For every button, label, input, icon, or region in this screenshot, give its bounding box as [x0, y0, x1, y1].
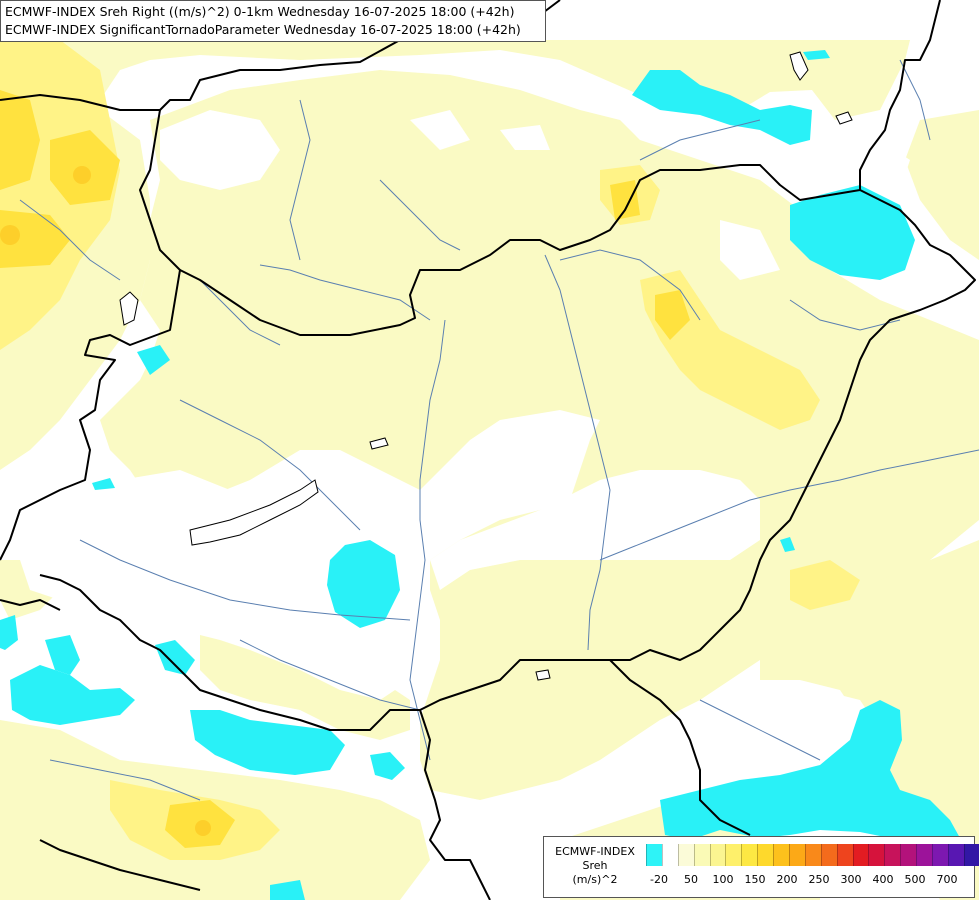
legend-swatch — [677, 844, 694, 866]
legend-tick-label: 50 — [684, 873, 698, 886]
legend-tick-label: 100 — [712, 873, 734, 886]
legend-swatch — [916, 844, 933, 866]
legend-tick-label: 300 — [840, 873, 862, 886]
sreh-cyan-fields — [0, 50, 960, 900]
legend-tick-label: 150 — [744, 873, 766, 886]
legend-swatch — [884, 844, 901, 866]
legend-swatch — [646, 844, 662, 866]
legend-swatch — [900, 844, 917, 866]
legend-swatch — [820, 844, 837, 866]
sreh-orange-cores — [0, 166, 211, 836]
legend-swatch — [836, 844, 853, 866]
legend-swatch — [725, 844, 742, 866]
legend-tick-labels: -20 50 100 150 200 250 300 400 500 700 — [646, 873, 966, 889]
legend-title: ECMWF-INDEX Sreh (m/s)^2 — [548, 845, 642, 887]
legend-swatch — [661, 844, 678, 866]
legend-swatch — [789, 844, 805, 866]
legend-title-source: ECMWF-INDEX — [555, 845, 635, 858]
color-legend: ECMWF-INDEX Sreh (m/s)^2 -20 50 100 150 200 2… — [543, 836, 979, 898]
title-line-stp: ECMWF-INDEX SignificantTornadoParameter … — [5, 22, 521, 37]
legend-tick-label: 400 — [872, 873, 894, 886]
legend-tick-label: -20 — [650, 873, 668, 886]
lakes — [119, 51, 853, 681]
sreh-white-gaps — [20, 110, 910, 750]
title-line-sreh: ECMWF-INDEX Sreh Right ((m/s)^2) 0-1km W… — [5, 4, 515, 19]
legend-swatch — [741, 844, 758, 866]
legend-title-unit: (m/s)^2 — [572, 873, 618, 886]
legend-swatch — [852, 844, 869, 866]
legend-color-scale — [646, 844, 979, 866]
legend-swatch — [947, 844, 964, 866]
map-title-box: ECMWF-INDEX Sreh Right ((m/s)^2) 0-1km W… — [0, 0, 546, 42]
legend-tick-label: 500 — [904, 873, 926, 886]
legend-tick-label: 250 — [808, 873, 830, 886]
legend-title-variable: Sreh — [582, 859, 608, 872]
legend-swatch — [804, 844, 821, 866]
legend-swatch — [693, 844, 710, 866]
legend-swatch — [709, 844, 726, 866]
legend-swatch — [773, 844, 790, 866]
legend-swatch — [963, 844, 979, 866]
legend-swatch — [932, 844, 948, 866]
legend-swatch — [868, 844, 885, 866]
legend-swatch — [757, 844, 774, 866]
legend-tick-label: 700 — [936, 873, 958, 886]
rivers — [19, 59, 979, 801]
legend-tick-label: 200 — [776, 873, 798, 886]
